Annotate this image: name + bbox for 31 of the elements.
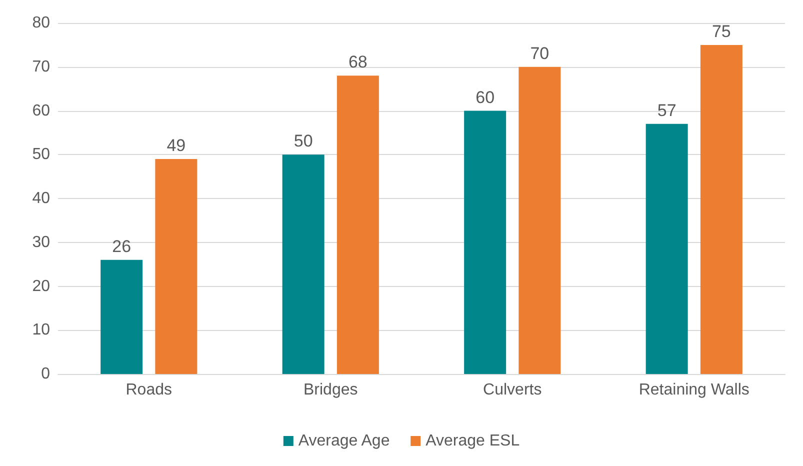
bar	[464, 110, 506, 374]
bar	[646, 124, 688, 374]
y-tick-label: 40	[32, 190, 50, 207]
legend-label: Average ESL	[426, 432, 520, 450]
bar	[518, 66, 561, 374]
y-tick-label: 60	[32, 102, 50, 120]
bar	[700, 44, 742, 374]
y-tick-label: 20	[32, 278, 50, 295]
y-tick-label: 10	[32, 322, 50, 339]
data-label: 70	[530, 44, 550, 63]
x-tick-label: Culverts	[483, 382, 542, 398]
data-label: 75	[712, 22, 731, 41]
data-label: 60	[476, 88, 495, 107]
y-tick-label: 80	[32, 14, 50, 32]
data-label: 57	[657, 100, 676, 120]
bar	[100, 260, 143, 374]
data-label: 50	[294, 132, 313, 151]
y-tick-label: 50	[32, 146, 50, 164]
legend-label: Average Age	[298, 432, 390, 450]
bar	[155, 159, 198, 374]
x-tick-label: Retaining Walls	[638, 382, 750, 398]
y-tick-label: 70	[32, 58, 50, 76]
bar	[336, 76, 379, 374]
x-tick-label: Bridges	[304, 382, 358, 398]
bar	[282, 154, 324, 374]
y-tick-label: 30	[32, 234, 50, 251]
data-label: 26	[112, 236, 132, 256]
x-tick-label: Roads	[126, 382, 172, 398]
data-label: 49	[166, 136, 186, 156]
data-label: 68	[348, 52, 368, 72]
y-tick-label: 0	[41, 366, 50, 382]
